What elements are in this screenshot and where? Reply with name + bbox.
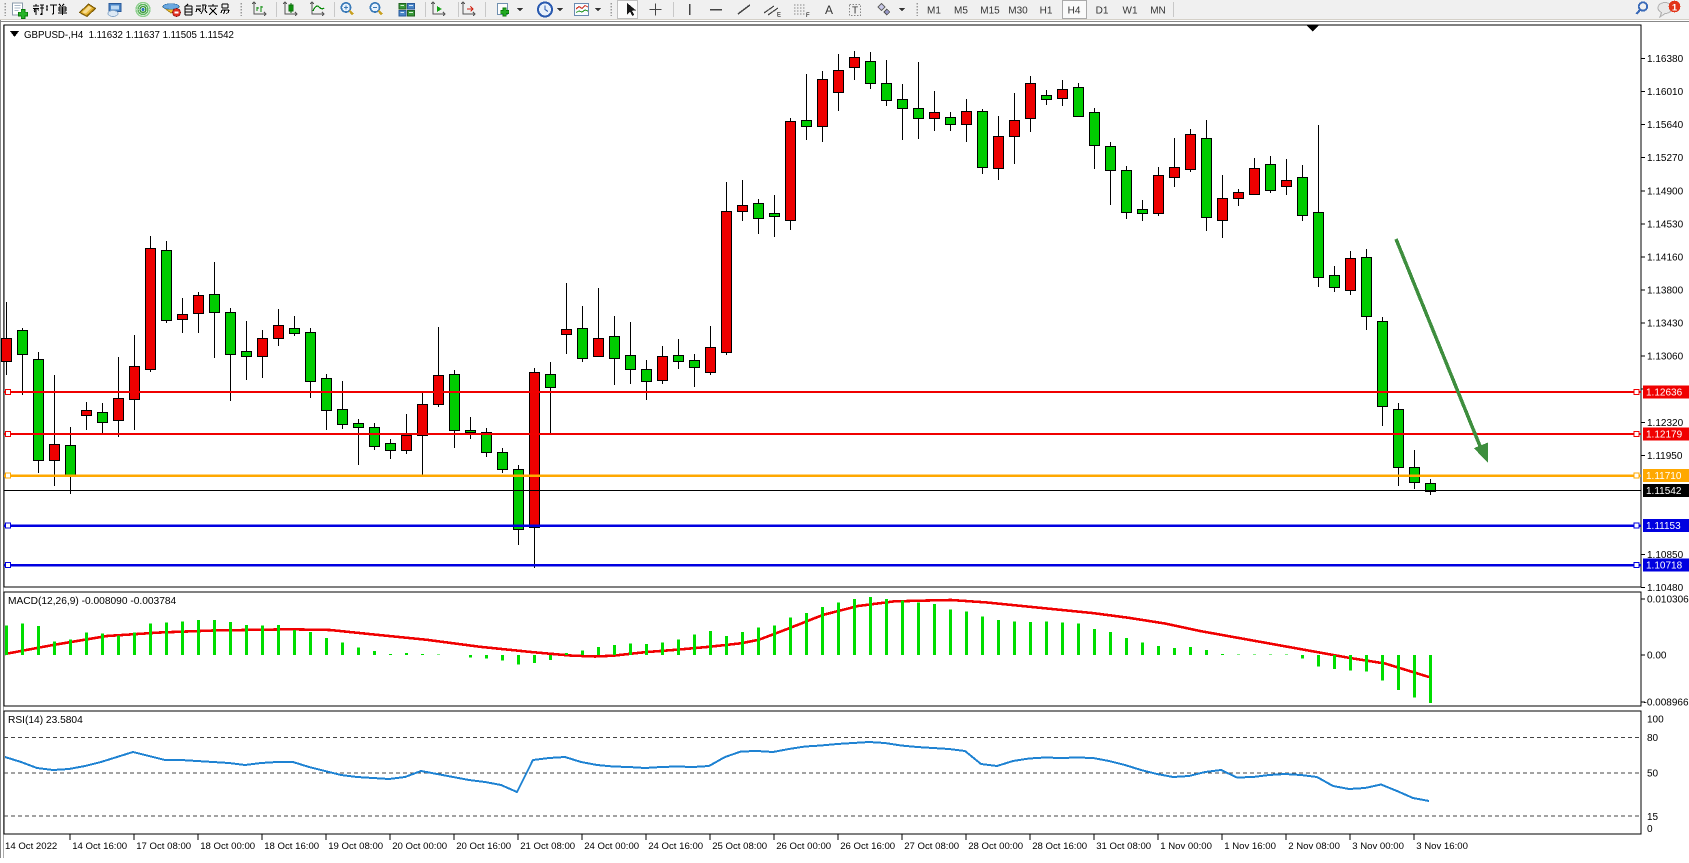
svg-text:31 Oct 08:00: 31 Oct 08:00 bbox=[1096, 841, 1151, 852]
svg-text:RSI(14) 23.5804: RSI(14) 23.5804 bbox=[8, 715, 83, 726]
svg-text:H1: H1 bbox=[1040, 6, 1053, 17]
svg-text:50: 50 bbox=[1647, 769, 1659, 780]
svg-text:1.12179: 1.12179 bbox=[1646, 430, 1683, 441]
svg-text:24 Oct 16:00: 24 Oct 16:00 bbox=[648, 841, 703, 852]
svg-text:1.13060: 1.13060 bbox=[1647, 352, 1684, 363]
svg-text:M5: M5 bbox=[954, 6, 968, 17]
svg-text:28 Oct 00:00: 28 Oct 00:00 bbox=[968, 841, 1023, 852]
svg-text:18 Oct 00:00: 18 Oct 00:00 bbox=[200, 841, 255, 852]
svg-text:1.15270: 1.15270 bbox=[1647, 153, 1684, 164]
svg-text:1 Nov 16:00: 1 Nov 16:00 bbox=[1224, 841, 1276, 852]
svg-text:2 Nov 08:00: 2 Nov 08:00 bbox=[1288, 841, 1340, 852]
svg-text:28 Oct 16:00: 28 Oct 16:00 bbox=[1032, 841, 1087, 852]
svg-text:25 Oct 08:00: 25 Oct 08:00 bbox=[712, 841, 767, 852]
svg-text:GBPUSD-,H4 1.11632 1.11637 1.: GBPUSD-,H4 1.11632 1.11637 1.11505 1.115… bbox=[24, 30, 234, 41]
svg-text:21 Oct 08:00: 21 Oct 08:00 bbox=[520, 841, 575, 852]
svg-text:1.11710: 1.11710 bbox=[1646, 471, 1682, 482]
svg-text:1.11950: 1.11950 bbox=[1647, 451, 1683, 462]
svg-text:1.10480: 1.10480 bbox=[1647, 583, 1684, 594]
svg-text:-0.008966: -0.008966 bbox=[1644, 698, 1689, 709]
svg-text:1 Nov 00:00: 1 Nov 00:00 bbox=[1160, 841, 1212, 852]
svg-text:M15: M15 bbox=[980, 6, 1000, 17]
svg-text:0: 0 bbox=[1647, 824, 1653, 835]
svg-text:20 Oct 00:00: 20 Oct 00:00 bbox=[392, 841, 447, 852]
svg-text:0.00: 0.00 bbox=[1647, 651, 1667, 662]
svg-text:T: T bbox=[852, 6, 858, 17]
svg-text:19 Oct 08:00: 19 Oct 08:00 bbox=[328, 841, 383, 852]
svg-text:1.15640: 1.15640 bbox=[1647, 120, 1684, 131]
svg-text:H4: H4 bbox=[1068, 6, 1081, 17]
svg-text:F: F bbox=[806, 13, 810, 19]
svg-text:1.10850: 1.10850 bbox=[1647, 550, 1684, 561]
svg-text:M30: M30 bbox=[1008, 6, 1028, 17]
svg-text:W1: W1 bbox=[1123, 6, 1138, 17]
svg-text:3 Nov 16:00: 3 Nov 16:00 bbox=[1416, 841, 1468, 852]
svg-text:26 Oct 16:00: 26 Oct 16:00 bbox=[840, 841, 895, 852]
svg-text:26 Oct 00:00: 26 Oct 00:00 bbox=[776, 841, 831, 852]
svg-text:1.14160: 1.14160 bbox=[1647, 252, 1684, 263]
svg-text:14 Oct 16:00: 14 Oct 16:00 bbox=[72, 841, 127, 852]
svg-text:24 Oct 00:00: 24 Oct 00:00 bbox=[584, 841, 639, 852]
svg-text:15: 15 bbox=[1647, 812, 1659, 823]
svg-text:100: 100 bbox=[1647, 715, 1664, 726]
svg-text:27 Oct 08:00: 27 Oct 08:00 bbox=[904, 841, 959, 852]
svg-text:MN: MN bbox=[1150, 6, 1166, 17]
svg-text:1.10718: 1.10718 bbox=[1646, 561, 1683, 572]
svg-text:1.12320: 1.12320 bbox=[1647, 418, 1684, 429]
svg-text:1.16380: 1.16380 bbox=[1647, 54, 1684, 65]
svg-text:3 Nov 00:00: 3 Nov 00:00 bbox=[1352, 841, 1404, 852]
svg-text:D1: D1 bbox=[1096, 6, 1109, 17]
svg-text:1: 1 bbox=[1672, 2, 1678, 13]
svg-text:0.010306: 0.010306 bbox=[1647, 595, 1689, 606]
svg-text:1.16010: 1.16010 bbox=[1647, 87, 1684, 98]
svg-text:1.13800: 1.13800 bbox=[1647, 286, 1684, 297]
svg-text:1.14900: 1.14900 bbox=[1647, 186, 1684, 197]
svg-text:20 Oct 16:00: 20 Oct 16:00 bbox=[456, 841, 511, 852]
svg-text:1.11542: 1.11542 bbox=[1646, 486, 1682, 497]
svg-text:80: 80 bbox=[1647, 733, 1659, 744]
svg-text:E: E bbox=[777, 13, 781, 19]
svg-text:1.11153: 1.11153 bbox=[1646, 521, 1681, 532]
svg-text:1.13430: 1.13430 bbox=[1647, 319, 1684, 330]
svg-text:MACD(12,26,9) -0.008090 -0.003: MACD(12,26,9) -0.008090 -0.003784 bbox=[8, 596, 177, 607]
svg-text:M1: M1 bbox=[927, 6, 941, 17]
svg-text:1.14530: 1.14530 bbox=[1647, 219, 1684, 230]
svg-text:1.12636: 1.12636 bbox=[1646, 388, 1683, 399]
svg-text:A: A bbox=[825, 3, 833, 17]
svg-text:18 Oct 16:00: 18 Oct 16:00 bbox=[264, 841, 319, 852]
svg-text:17 Oct 08:00: 17 Oct 08:00 bbox=[136, 841, 191, 852]
svg-text:14 Oct 2022: 14 Oct 2022 bbox=[5, 841, 57, 852]
